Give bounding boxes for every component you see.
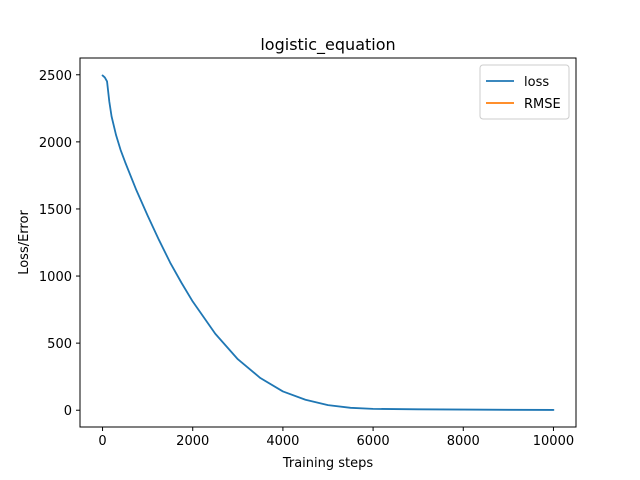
x-tick-label: 10000 (533, 434, 574, 449)
legend-label-loss: loss (524, 75, 549, 90)
y-tick-label: 0 (64, 404, 72, 419)
legend-box (479, 64, 570, 120)
x-tick-label: 6000 (357, 434, 390, 449)
x-axis-label: Training steps (282, 456, 374, 471)
plot-area: 0 2000 4000 6000 8000 10000 0 500 1000 1500 2000 25… (39, 69, 574, 449)
y-tick-label: 1000 (39, 270, 72, 285)
y-axis-label: Loss/Error (17, 210, 32, 275)
x-tick-label: 2000 (176, 434, 209, 449)
chart-title: logistic_equation (260, 35, 395, 55)
y-tick-label: 500 (47, 337, 72, 352)
axes-frame (79, 57, 577, 428)
x-tick-label: 0 (98, 434, 106, 449)
y-tick-label: 2000 (39, 136, 72, 151)
legend-label-rmse: RMSE (524, 97, 561, 112)
legend: loss RMSE (479, 64, 570, 120)
series-line-loss (101, 74, 555, 411)
y-tick-label: 1500 (39, 203, 72, 218)
x-tick-label: 4000 (266, 434, 299, 449)
x-tick-label: 8000 (447, 434, 480, 449)
y-tick-label: 2500 (39, 69, 72, 84)
